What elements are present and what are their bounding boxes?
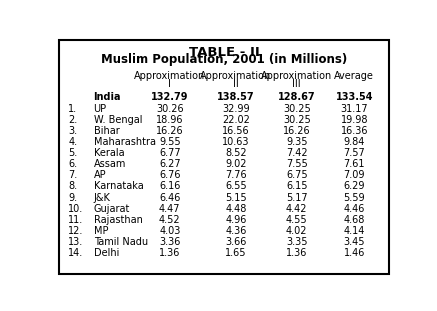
Text: 3.45: 3.45 [343,237,365,247]
Text: 6.46: 6.46 [159,193,180,202]
Text: 6.76: 6.76 [159,170,180,180]
Text: 132.79: 132.79 [151,92,188,102]
Text: 16.56: 16.56 [222,126,250,136]
Text: 4.42: 4.42 [286,204,308,214]
Text: 13.: 13. [68,237,83,247]
Text: AP: AP [94,170,106,180]
Text: 1.36: 1.36 [286,248,308,258]
Text: 7.76: 7.76 [225,170,246,180]
Text: 3.: 3. [68,126,77,136]
Text: 16.26: 16.26 [283,126,311,136]
Text: 4.68: 4.68 [343,215,365,225]
Text: 4.02: 4.02 [286,226,308,236]
Text: Muslim Population, 2001 (in Millions): Muslim Population, 2001 (in Millions) [101,53,347,66]
Text: 138.57: 138.57 [217,92,255,102]
Text: Approximation: Approximation [261,71,333,81]
Text: 7.57: 7.57 [343,148,365,158]
FancyBboxPatch shape [59,40,389,274]
Text: 22.02: 22.02 [222,115,250,125]
Text: 1.36: 1.36 [159,248,180,258]
Text: 133.54: 133.54 [336,92,373,102]
Text: 5.17: 5.17 [286,193,308,202]
Text: 10.: 10. [68,204,83,214]
Text: 6.29: 6.29 [343,182,365,192]
Text: 31.17: 31.17 [340,104,368,114]
Text: 30.26: 30.26 [156,104,184,114]
Text: 6.: 6. [68,159,77,169]
Text: MP: MP [94,226,108,236]
Text: 4.96: 4.96 [225,215,246,225]
Text: Kerala: Kerala [94,148,124,158]
Text: W. Bengal: W. Bengal [94,115,142,125]
Text: Delhi: Delhi [94,248,119,258]
Text: UP: UP [94,104,107,114]
Text: 4.55: 4.55 [286,215,308,225]
Text: I: I [168,79,171,89]
Text: 9.35: 9.35 [286,137,308,147]
Text: 14.: 14. [68,248,83,258]
Text: 7.61: 7.61 [343,159,365,169]
Text: 5.59: 5.59 [343,193,365,202]
Text: 16.26: 16.26 [156,126,184,136]
Text: 4.03: 4.03 [159,226,180,236]
Text: 7.09: 7.09 [343,170,365,180]
Text: J&K: J&K [94,193,111,202]
Text: 32.99: 32.99 [222,104,250,114]
Text: 2.: 2. [68,115,77,125]
Text: 4.14: 4.14 [343,226,365,236]
Text: 7.: 7. [68,170,77,180]
Text: 4.47: 4.47 [159,204,180,214]
Text: 5.15: 5.15 [225,193,246,202]
Text: 4.46: 4.46 [343,204,365,214]
Text: 10.63: 10.63 [222,137,250,147]
Text: 11.: 11. [68,215,83,225]
Text: 9.: 9. [68,193,77,202]
Text: 1.: 1. [68,104,77,114]
Text: 6.75: 6.75 [286,170,308,180]
Text: 4.48: 4.48 [225,204,246,214]
Text: Assam: Assam [94,159,126,169]
Text: II: II [233,79,239,89]
Text: 3.35: 3.35 [286,237,308,247]
Text: 18.96: 18.96 [156,115,184,125]
Text: Average: Average [334,71,374,81]
Text: Bihar: Bihar [94,126,119,136]
Text: 1.65: 1.65 [225,248,246,258]
Text: Rajasthan: Rajasthan [94,215,142,225]
Text: Maharashtra: Maharashtra [94,137,156,147]
Text: 30.25: 30.25 [283,115,311,125]
Text: Approximation: Approximation [134,71,205,81]
Text: Tamil Nadu: Tamil Nadu [94,237,148,247]
Text: 6.55: 6.55 [225,182,246,192]
Text: 30.25: 30.25 [283,104,311,114]
Text: 9.55: 9.55 [159,137,180,147]
Text: 4.52: 4.52 [159,215,180,225]
Text: 9.02: 9.02 [225,159,246,169]
Text: 4.36: 4.36 [225,226,246,236]
Text: 128.67: 128.67 [278,92,316,102]
Text: 9.84: 9.84 [343,137,365,147]
Text: 6.16: 6.16 [159,182,180,192]
Text: 5.: 5. [68,148,77,158]
Text: India: India [94,92,121,102]
Text: 6.15: 6.15 [286,182,308,192]
Text: 7.42: 7.42 [286,148,308,158]
Text: Approximation: Approximation [200,71,271,81]
Text: 3.66: 3.66 [225,237,246,247]
Text: 7.55: 7.55 [286,159,308,169]
Text: 8.52: 8.52 [225,148,246,158]
Text: 6.27: 6.27 [159,159,180,169]
Text: 12.: 12. [68,226,83,236]
Text: 1.46: 1.46 [343,248,365,258]
Text: Gujarat: Gujarat [94,204,130,214]
Text: 16.36: 16.36 [340,126,368,136]
Text: TABLE - II: TABLE - II [189,46,259,59]
Text: 4.: 4. [68,137,77,147]
Text: 3.36: 3.36 [159,237,180,247]
Text: Karnataka: Karnataka [94,182,143,192]
Text: 8.: 8. [68,182,77,192]
Text: III: III [292,79,301,89]
Text: 19.98: 19.98 [340,115,368,125]
Text: 6.77: 6.77 [159,148,180,158]
